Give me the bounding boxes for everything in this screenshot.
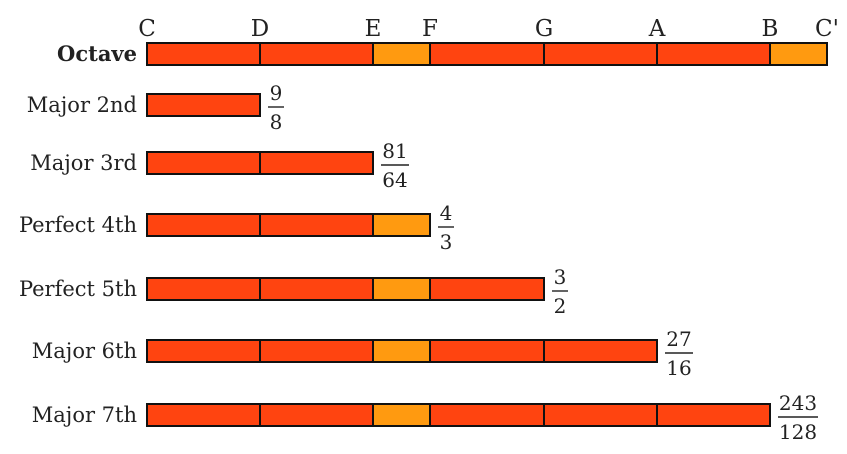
semitone-segment [769,42,828,66]
note-label-d: D [251,16,269,42]
whole-tone-segment [656,403,771,427]
whole-tone-segment [146,213,261,237]
semitone-segment [372,277,431,301]
ratio-fraction: 98 [268,81,284,134]
whole-tone-segment [146,93,261,117]
row-label: Perfect 4th [19,213,137,237]
row-label: Octave [57,41,137,66]
ratio-numerator: 27 [666,327,691,351]
semitone-segment [372,339,431,363]
ratio-denominator: 2 [554,294,567,318]
row-label: Major 7th [32,403,137,427]
whole-tone-segment [146,277,261,301]
ratio-numerator: 3 [554,265,567,289]
note-label-a: A [648,16,666,42]
note-labels: C D E F G A B C' [138,16,839,42]
whole-tone-segment [429,339,545,363]
whole-tone-segment [146,42,261,66]
ratio-fraction: 43 [438,201,454,254]
whole-tone-segment [259,403,374,427]
note-label-c: C [138,16,156,42]
whole-tone-segment [259,42,374,66]
row-label: Major 6th [32,339,137,363]
whole-tone-segment [429,403,545,427]
whole-tone-segment [146,339,261,363]
row-label: Perfect 5th [19,277,137,301]
whole-tone-segment [259,339,374,363]
ratio-numerator: 243 [779,391,817,415]
interval-row-octave: Octave [57,41,828,66]
semitone-segment [372,42,431,66]
whole-tone-segment [543,403,658,427]
ratio-denominator: 128 [779,420,817,444]
whole-tone-segment [543,339,658,363]
note-label-e: E [365,16,382,42]
ratio-denominator: 64 [382,168,407,192]
note-label-g: G [535,16,553,42]
ratio-numerator: 81 [382,139,407,163]
note-label-f: F [422,16,438,42]
whole-tone-segment [656,42,771,66]
whole-tone-segment [146,403,261,427]
ratio-numerator: 9 [270,81,283,105]
ratio-numerator: 4 [440,201,453,225]
interval-row-perfect-4th: Perfect 4th 43 [19,201,454,254]
whole-tone-segment [429,42,545,66]
whole-tone-segment [259,213,374,237]
interval-row-major-2nd: Major 2nd 98 [27,81,284,134]
note-label-b: B [762,16,779,42]
ratio-fraction: 32 [552,265,568,318]
row-label: Major 2nd [27,93,137,117]
row-label: Major 3rd [30,151,137,175]
note-label-c-prime: C' [815,16,839,42]
whole-tone-segment [429,277,545,301]
semitone-segment [372,403,431,427]
whole-tone-segment [146,151,261,175]
semitone-segment [372,213,431,237]
whole-tone-segment [259,277,374,301]
interval-row-perfect-5th: Perfect 5th 32 [19,265,568,318]
ratio-denominator: 3 [440,230,453,254]
whole-tone-segment [543,42,658,66]
whole-tone-segment [259,151,374,175]
ratio-denominator: 8 [270,110,283,134]
ratio-denominator: 16 [666,356,691,380]
